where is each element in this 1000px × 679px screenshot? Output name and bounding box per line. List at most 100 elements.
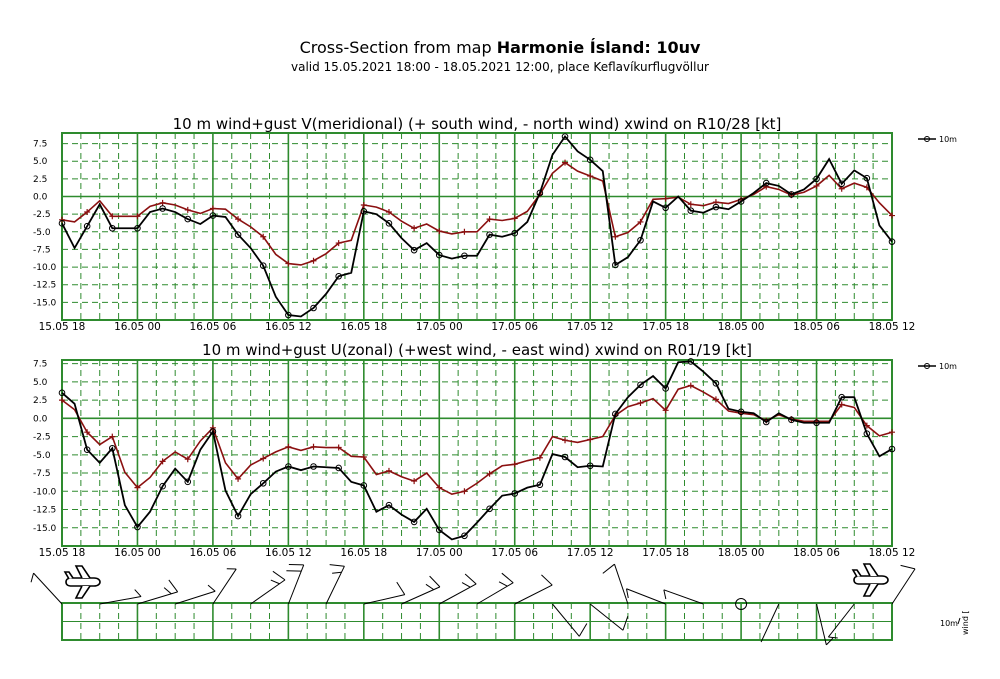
data-point-gust	[184, 206, 191, 213]
data-point-gust	[84, 209, 91, 216]
x-tick-label: 17.05 18	[642, 547, 689, 559]
barb-feather	[825, 637, 834, 646]
data-point-gust	[209, 424, 216, 431]
chart-panel-1: 10 m wind+gust V(meridional) (+ south wi…	[33, 115, 957, 333]
data-point-10m	[712, 203, 720, 211]
data-point-10m	[435, 526, 443, 534]
data-point-10m	[58, 220, 66, 227]
data-point-10m	[335, 464, 342, 472]
data-point-10m	[586, 462, 594, 470]
barb-feather	[168, 579, 179, 593]
data-point-10m	[410, 246, 418, 254]
y-tick-label: -5.0	[33, 451, 51, 461]
legend-label: 10m	[939, 362, 957, 371]
barb-staff	[33, 572, 63, 605]
x-tick-label: 16.05 06	[190, 547, 237, 559]
data-point-10m	[259, 479, 267, 487]
x-tick-label: 17.05 12	[567, 547, 614, 559]
x-tick-label: 16.05 00	[114, 547, 161, 559]
data-point-10m	[687, 207, 695, 214]
data-point-10m	[536, 481, 544, 489]
wind-barb	[552, 603, 588, 637]
data-point-10m	[285, 311, 292, 319]
data-point-gust	[587, 173, 594, 180]
data-point-gust	[612, 233, 619, 240]
barb-feather	[396, 581, 406, 595]
wind-barb	[363, 581, 406, 605]
data-point-10m	[209, 212, 217, 219]
x-tick-label: 17.05 00	[416, 547, 463, 559]
data-point-10m	[536, 189, 544, 197]
data-point-10m	[435, 251, 443, 259]
data-point-10m	[259, 262, 267, 269]
y-tick-label: -12.5	[33, 281, 56, 291]
wind-barb-panel	[30, 563, 916, 646]
data-point-gust	[587, 436, 594, 443]
barb-feather	[602, 563, 615, 574]
main-title: Cross-Section from map Harmonie Ísland: …	[0, 38, 1000, 57]
barb-staff	[816, 603, 827, 645]
x-tick-label: 17.05 12	[567, 321, 614, 333]
wind-barb	[816, 603, 834, 646]
data-point-10m	[234, 231, 242, 238]
wind-legend-axis: wind [	[961, 610, 970, 635]
x-tick-label: 17.05 06	[491, 321, 538, 333]
plane-body	[853, 575, 889, 585]
x-tick-label: 17.05 18	[642, 321, 689, 333]
subtitle: valid 15.05.2021 18:00 - 18.05.2021 12:0…	[290, 60, 709, 74]
data-point-gust	[184, 456, 191, 463]
data-point-gust	[637, 400, 644, 407]
data-point-10m	[561, 133, 569, 140]
y-tick-label: -2.5	[33, 433, 51, 443]
legend-marker	[924, 136, 930, 142]
y-tick-label: 0.0	[33, 414, 48, 424]
data-point-gust	[335, 240, 342, 247]
data-point-gust	[637, 218, 644, 225]
data-point-gust	[461, 488, 468, 495]
data-point-gust	[436, 228, 443, 235]
data-point-gust	[436, 484, 443, 491]
data-point-gust	[235, 216, 242, 223]
wind-barb	[514, 574, 553, 605]
barb-staff	[476, 582, 514, 605]
x-tick-label: 18.05 06	[793, 321, 840, 333]
barb-feather	[163, 587, 172, 595]
data-point-10m	[83, 446, 91, 454]
data-point-10m	[888, 238, 896, 245]
y-tick-label: 2.5	[33, 396, 47, 406]
x-tick-label: 16.05 06	[190, 321, 237, 333]
wind-barb	[286, 563, 305, 605]
y-tick-label: 5.0	[33, 157, 48, 167]
wind-barb	[212, 568, 237, 605]
chart-panel-2: 10 m wind+gust U(zonal) (+west wind, - e…	[33, 341, 957, 559]
data-point-10m	[285, 463, 292, 470]
data-point-10m	[838, 180, 845, 188]
wind-barb	[439, 573, 477, 605]
barb-feather	[464, 573, 477, 585]
data-point-gust	[134, 213, 141, 220]
barb-feather	[900, 564, 916, 570]
series-line-gust	[61, 161, 893, 266]
plane-wings	[851, 563, 879, 597]
wind-barb	[137, 579, 179, 605]
data-point-gust	[763, 183, 770, 190]
wind-barb	[626, 588, 666, 605]
barb-feather	[626, 588, 629, 599]
data-point-10m	[863, 174, 871, 182]
data-point-10m	[662, 204, 669, 212]
data-point-10m	[461, 252, 468, 260]
data-point-gust	[109, 433, 116, 440]
x-tick-label: 16.05 00	[114, 321, 161, 333]
data-point-10m	[762, 418, 770, 426]
y-tick-label: 7.5	[33, 140, 47, 150]
data-point-10m	[134, 224, 141, 232]
data-point-10m	[662, 385, 669, 392]
data-point-gust	[536, 454, 543, 461]
data-point-10m	[310, 463, 317, 470]
data-point-gust	[59, 216, 65, 223]
data-point-10m	[737, 408, 745, 416]
airplane-icon	[63, 565, 101, 599]
data-point-gust	[360, 454, 367, 461]
chart-title: 10 m wind+gust U(zonal) (+west wind, - e…	[202, 341, 752, 359]
